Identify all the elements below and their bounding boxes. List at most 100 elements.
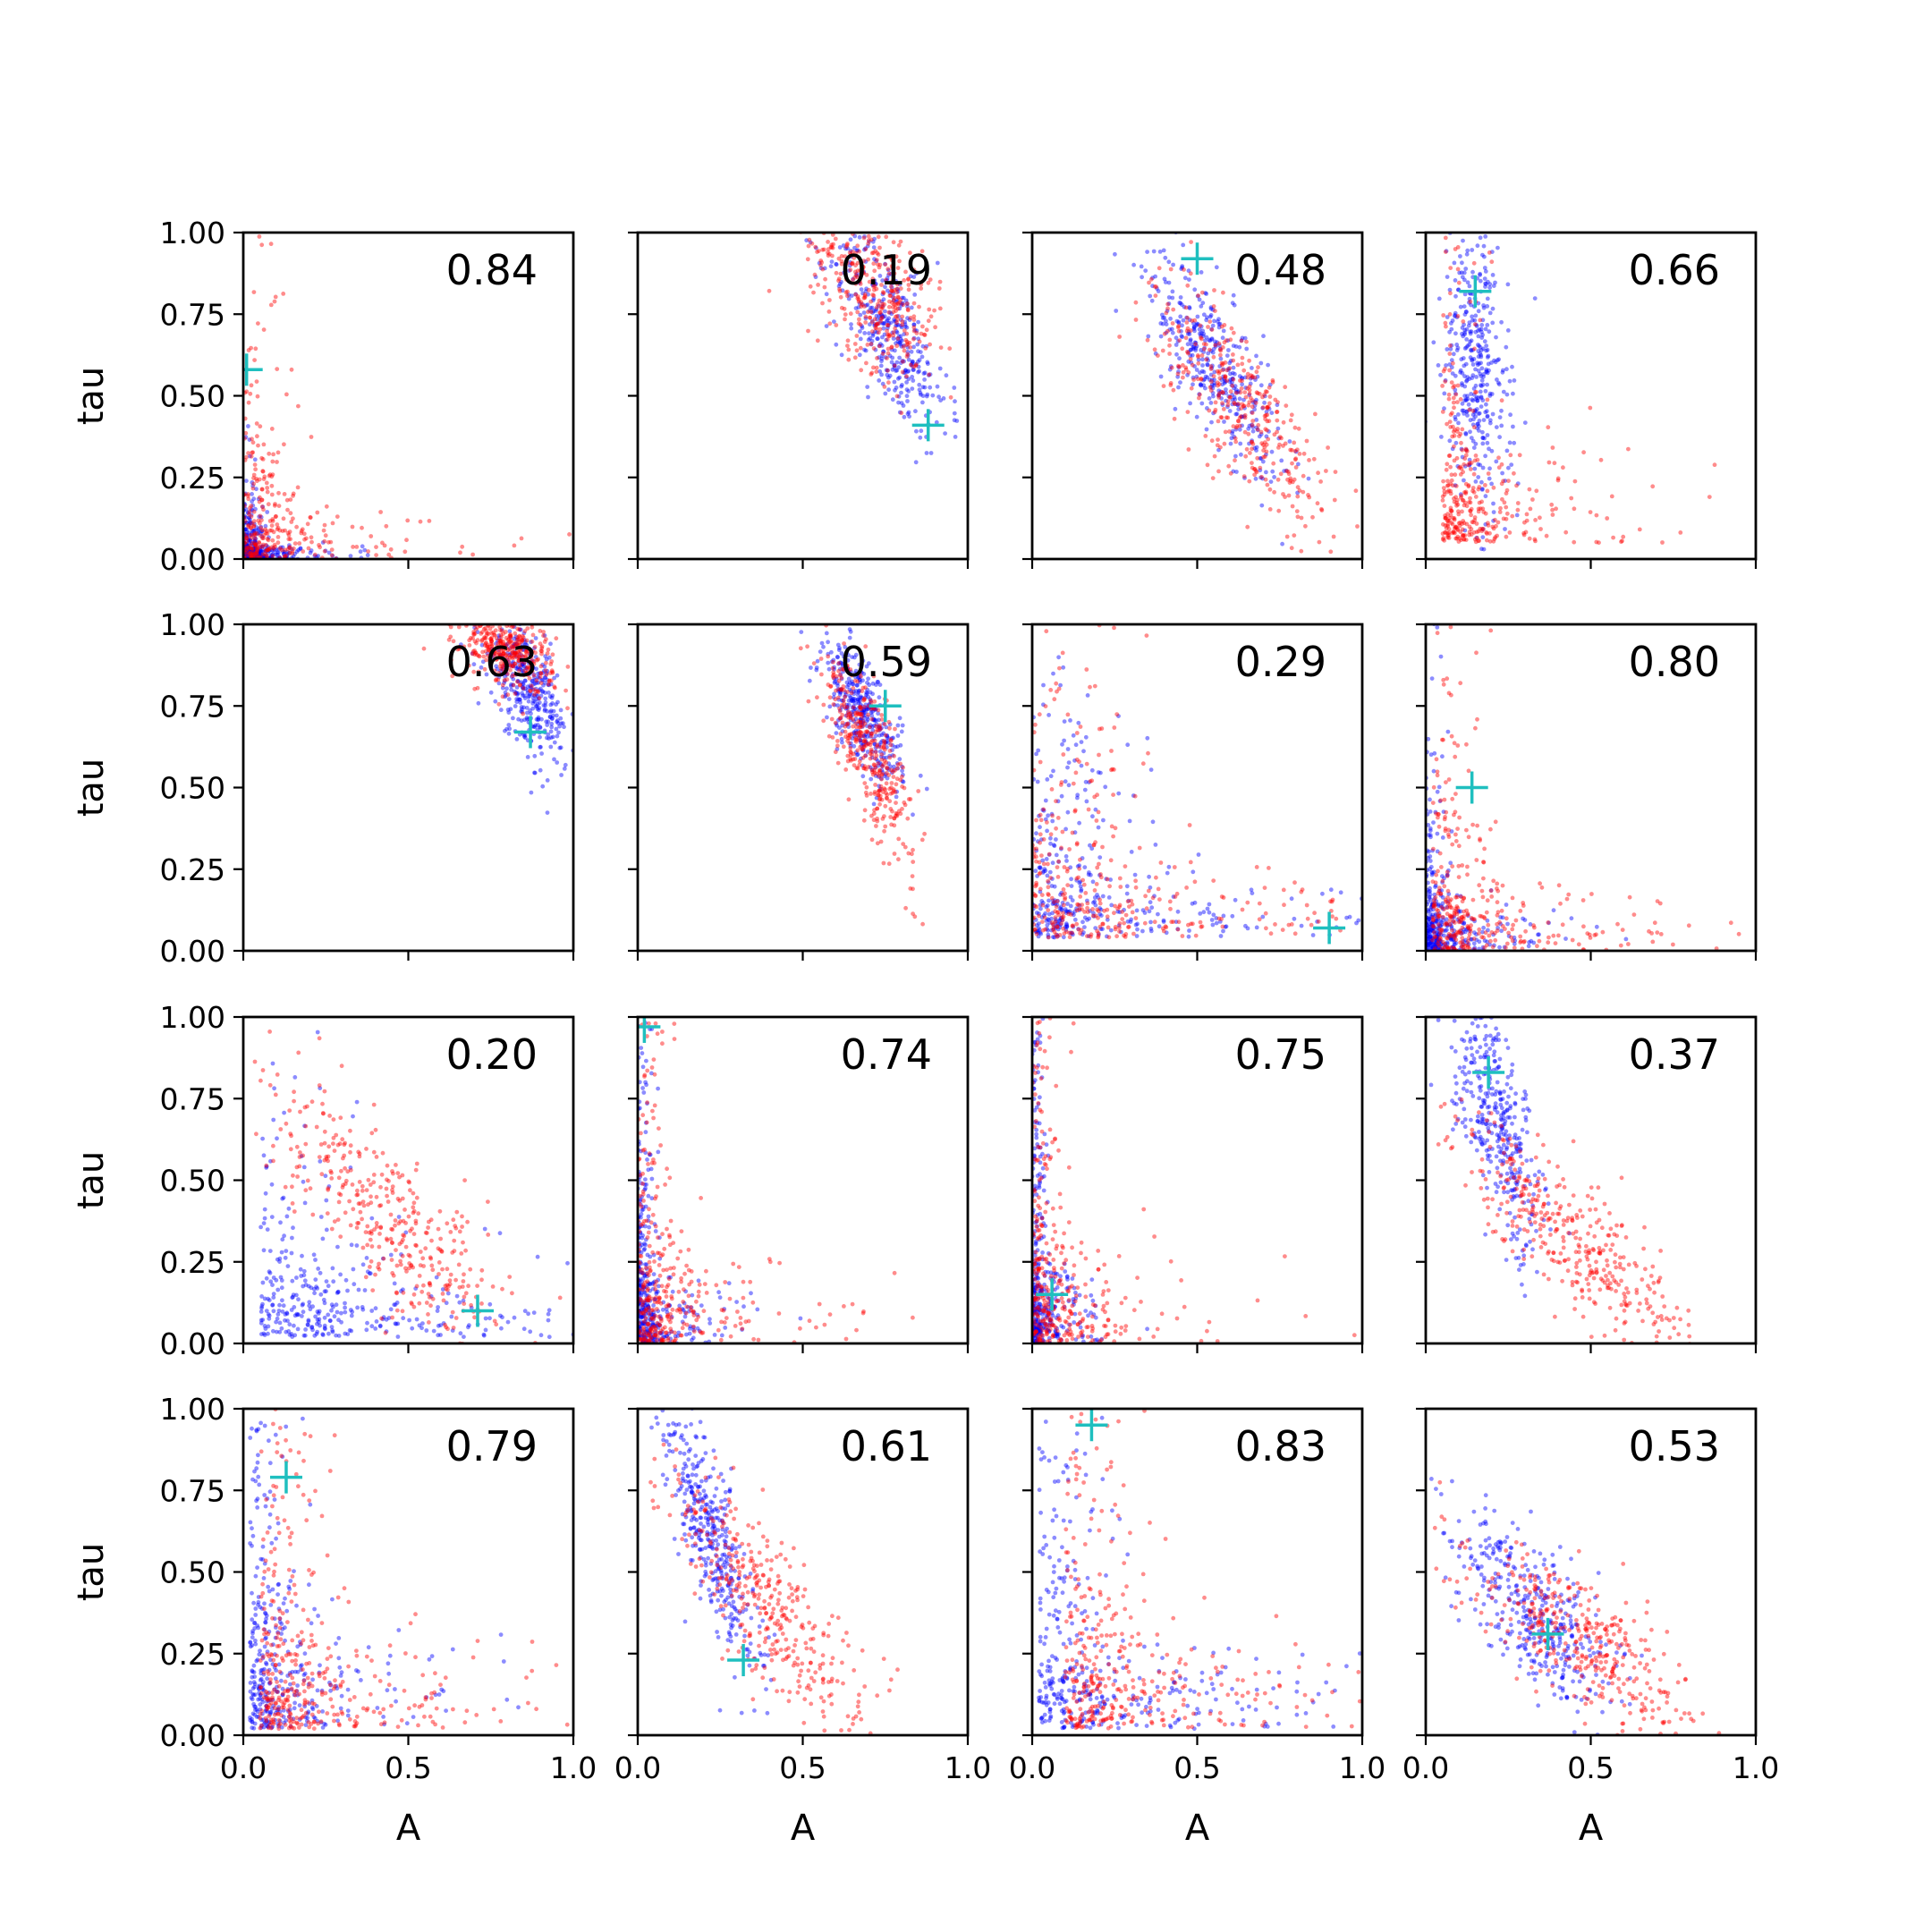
point-series-b xyxy=(1468,508,1472,513)
point-series-a xyxy=(256,551,260,555)
point-series-b xyxy=(1117,902,1123,908)
point-series-b xyxy=(860,264,866,269)
point-series-b xyxy=(1046,893,1051,897)
point-series-a xyxy=(860,678,865,683)
point-series-b xyxy=(264,530,268,536)
point-series-a xyxy=(1480,535,1486,539)
point-series-a xyxy=(244,542,250,547)
point-series-a xyxy=(1124,891,1130,896)
point-series-b xyxy=(507,647,513,652)
point-series-a xyxy=(257,549,261,555)
point-series-b xyxy=(833,697,838,702)
point-series-b xyxy=(879,752,885,757)
point-series-b xyxy=(380,540,385,546)
point-series-a xyxy=(515,691,521,696)
point-series-b xyxy=(295,485,301,490)
point-series-b xyxy=(266,502,271,507)
point-series-b xyxy=(1254,470,1259,475)
point-series-a xyxy=(1484,369,1489,374)
point-series-b xyxy=(882,741,886,747)
point-series-b xyxy=(256,518,261,523)
point-series-b xyxy=(1457,523,1462,529)
point-series-a xyxy=(1462,277,1467,283)
point-series-a xyxy=(1209,337,1215,342)
point-series-b xyxy=(842,306,847,311)
point-series-b xyxy=(504,653,508,658)
point-series-b xyxy=(837,716,843,721)
point-series-a xyxy=(1240,376,1244,380)
point-series-b xyxy=(881,745,886,750)
point-series-a xyxy=(867,309,872,313)
point-series-b xyxy=(1598,457,1604,462)
point-series-b xyxy=(1441,536,1446,540)
point-series-a xyxy=(1491,284,1496,288)
point-series-a xyxy=(850,705,855,710)
point-series-a xyxy=(256,528,261,533)
point-series-b xyxy=(1223,360,1228,365)
point-series-b xyxy=(826,240,830,244)
point-series-a xyxy=(1460,331,1464,336)
point-series-b xyxy=(927,372,932,377)
point-series-a xyxy=(881,721,886,726)
point-series-a xyxy=(1473,367,1478,372)
point-series-b xyxy=(1455,383,1461,388)
point-series-b xyxy=(501,640,506,644)
point-series-a xyxy=(856,700,861,706)
point-series-b xyxy=(902,785,907,791)
point-series-a xyxy=(859,271,863,276)
point-series-a xyxy=(814,667,819,673)
point-series-a xyxy=(252,528,258,533)
point-series-a xyxy=(900,779,905,784)
point-series-b xyxy=(487,615,492,620)
point-series-b xyxy=(530,624,535,630)
point-series-b xyxy=(287,550,292,555)
point-series-b xyxy=(255,434,259,439)
point-series-b xyxy=(879,773,885,777)
point-series-a xyxy=(1487,391,1493,396)
point-series-a xyxy=(860,747,866,752)
point-series-a xyxy=(1187,332,1192,336)
point-series-a xyxy=(1479,323,1485,327)
point-series-b xyxy=(1455,314,1461,318)
point-series-a xyxy=(532,693,538,699)
point-series-a xyxy=(536,674,540,680)
point-series-b xyxy=(519,646,524,650)
point-series-b xyxy=(253,554,258,559)
point-series-a xyxy=(1447,362,1453,367)
point-series-b xyxy=(1076,875,1080,880)
point-series-b xyxy=(1443,379,1448,384)
point-series-a xyxy=(517,666,522,672)
point-series-b xyxy=(1334,916,1339,921)
point-series-b xyxy=(1552,461,1557,466)
point-series-a xyxy=(513,651,517,657)
point-series-a xyxy=(1174,919,1179,924)
point-series-b xyxy=(1042,915,1047,920)
point-series-a xyxy=(924,394,929,399)
point-series-a xyxy=(545,677,550,682)
point-series-b xyxy=(485,631,490,636)
point-series-b xyxy=(838,716,843,720)
point-series-b xyxy=(508,667,513,673)
point-series-a xyxy=(1162,276,1167,282)
point-series-b xyxy=(852,710,858,716)
point-series-b xyxy=(1455,528,1461,532)
point-series-b xyxy=(1309,922,1314,928)
point-series-b xyxy=(852,763,857,767)
point-series-a xyxy=(1260,405,1265,411)
point-series-b xyxy=(470,648,476,654)
point-series-b xyxy=(1233,425,1239,430)
point-series-a xyxy=(243,551,249,556)
point-series-b xyxy=(296,403,301,409)
point-series-a xyxy=(1189,360,1194,365)
point-series-a xyxy=(243,545,249,550)
point-series-a xyxy=(901,779,906,784)
point-series-a xyxy=(1451,352,1456,357)
point-series-b xyxy=(844,244,849,250)
point-series-a xyxy=(886,761,891,767)
point-series-b xyxy=(1228,337,1233,343)
point-series-a xyxy=(1114,309,1119,313)
point-series-a xyxy=(872,717,877,723)
point-series-a xyxy=(1212,369,1217,375)
point-series-a xyxy=(260,544,266,548)
point-series-a xyxy=(1328,887,1334,893)
